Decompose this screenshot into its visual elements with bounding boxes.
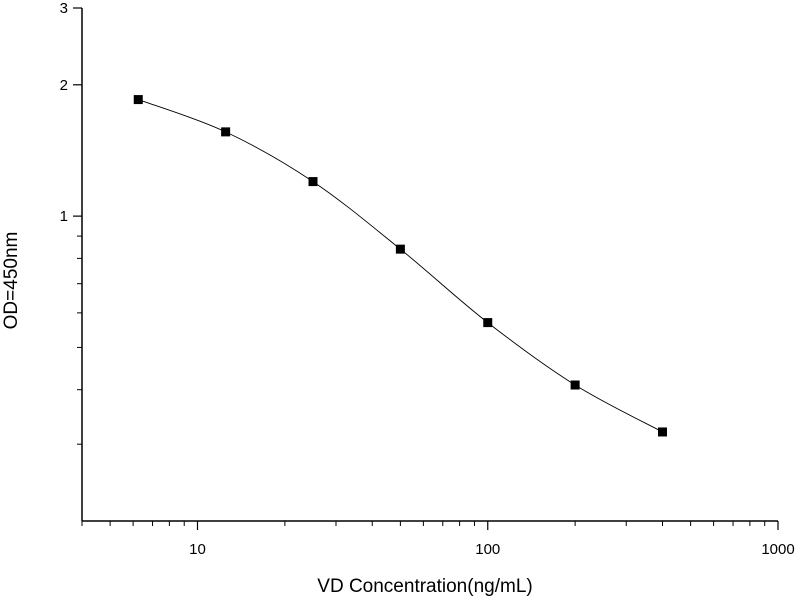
series [133, 95, 667, 437]
series-line [138, 99, 663, 433]
y-axis-title: OD=450nm [1, 232, 22, 330]
data-point-marker [395, 244, 405, 254]
y-tick-label: 2 [60, 77, 68, 94]
axes [81, 8, 778, 522]
y-tick-label: 3 [60, 0, 68, 17]
y-tick-label: 1 [60, 208, 68, 225]
data-point-marker [221, 127, 231, 137]
ticks: 10 100 1000 1 2 3 [60, 0, 795, 558]
data-point-marker [570, 380, 580, 390]
x-tick-label: 100 [475, 541, 500, 558]
x-tick-label: 1000 [761, 541, 794, 558]
x-tick-label: 10 [189, 541, 206, 558]
data-point-marker [483, 318, 493, 328]
x-axis-title: VD Concentration(ng/mL) [317, 576, 532, 597]
data-point-marker [657, 427, 667, 437]
data-point-marker [308, 177, 318, 187]
data-point-marker [133, 95, 143, 105]
